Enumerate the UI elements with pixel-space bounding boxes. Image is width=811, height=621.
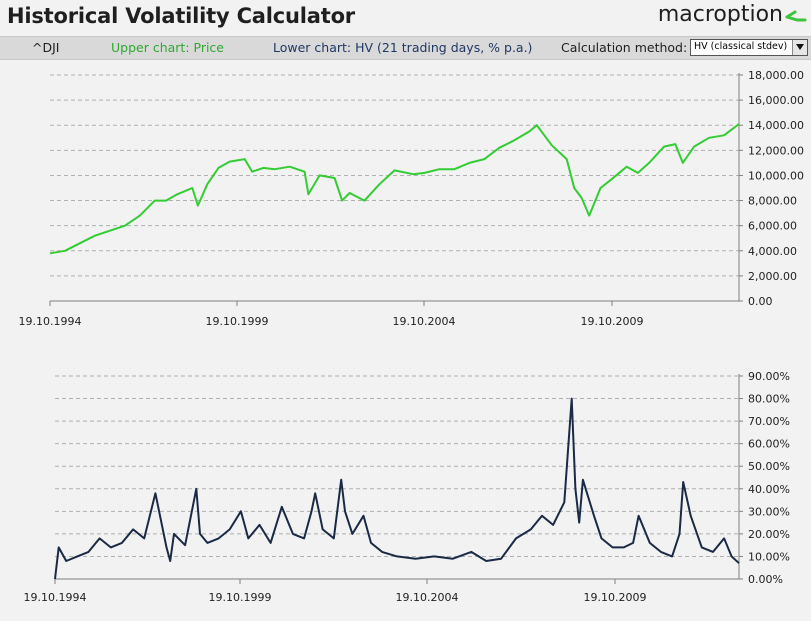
hv-x-tick-label: 19.10.1994 [24,591,87,604]
hv-x-tick-label: 19.10.1999 [209,591,272,604]
price-y-tick-label: 14,000.00 [748,119,804,132]
price-y-tick-label: 2,000.00 [748,270,797,283]
price-y-tick-label: 4,000.00 [748,245,797,258]
calculation-method-select[interactable]: HV (classical stdev) [690,39,808,56]
brand-name: macroption [657,2,783,27]
hv-y-tick-label: 0.00% [748,573,783,586]
hv-y-tick-label: 30.00% [748,505,790,518]
price-x-tick-label: 19.10.1994 [19,315,82,328]
calculation-method-value: HV (classical stdev) [694,41,788,52]
hv-chart: 0.00% 10.00% 20.00% 30.00% 40.00% 50.00% 60.00… [24,370,790,604]
price-y-tick-label: 10,000.00 [748,169,804,182]
hv-y-tick-label: 10.00% [748,550,790,563]
price-y-tick-label: 8,000.00 [748,195,797,208]
hv-y-tick-label: 80.00% [748,393,790,406]
hv-series-line [54,397,740,580]
chevron-down-icon [796,44,804,50]
price-y-tick-label: 6,000.00 [748,220,797,233]
dropdown-button[interactable] [792,40,807,55]
hv-y-tick-label: 20.00% [748,528,790,541]
upper-chart-label: Upper chart: Price [111,40,224,55]
hv-y-tick-label: 90.00% [748,370,790,383]
macroption-logo-icon [785,10,807,22]
title-bar: Historical Volatility Calculator macropt… [0,0,811,36]
lower-chart-label: Lower chart: HV (21 trading days, % p.a.… [273,40,533,55]
price-y-tick-label: 18,000.00 [748,69,804,82]
ticker-label: ^DJI [32,40,60,55]
toolbar: ^DJI Upper chart: Price Lower chart: HV … [0,36,811,60]
price-x-tick-label: 19.10.2009 [581,315,644,328]
hv-y-tick-label: 60.00% [748,438,790,451]
price-y-tick-label: 12,000.00 [748,144,804,157]
price-x-tick-label: 19.10.1999 [206,315,269,328]
hv-y-tick-label: 40.00% [748,483,790,496]
price-y-tick-label: 0.00 [748,295,773,308]
hv-y-tick-label: 70.00% [748,415,790,428]
calculation-method-label: Calculation method: [561,40,688,55]
price-x-tick-label: 19.10.2004 [393,315,456,328]
hv-x-tick-label: 19.10.2009 [584,591,647,604]
hv-y-tick-label: 50.00% [748,460,790,473]
hv-x-tick-label: 19.10.2004 [396,591,459,604]
price-y-tick-label: 16,000.00 [748,94,804,107]
price-chart: 0.00 2,000.00 4,000.00 6,000.00 8,000.00 10,0… [19,69,804,328]
price-series-line [49,123,740,255]
app-title: Historical Volatility Calculator [7,4,355,28]
